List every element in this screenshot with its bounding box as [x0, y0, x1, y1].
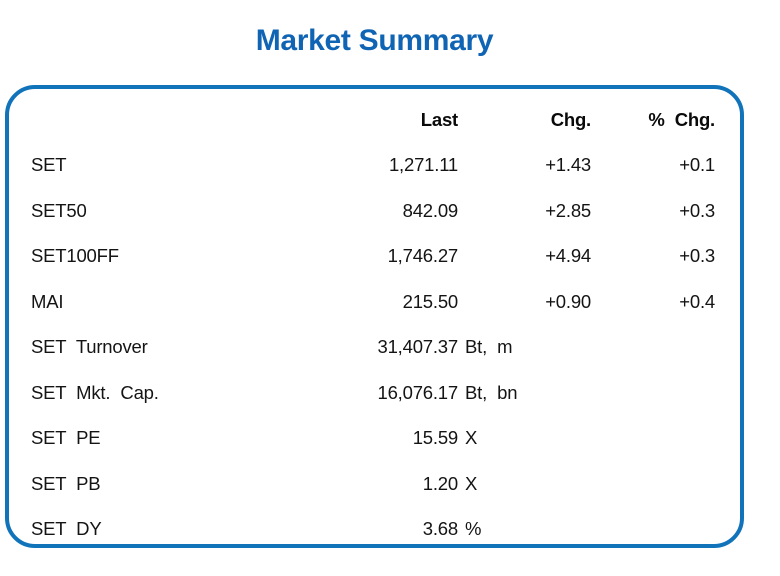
chg-value: +0.90 — [545, 290, 591, 312]
last-value: 15.59 — [412, 427, 458, 449]
table-row: SET PE 15.59 X — [31, 416, 715, 462]
column-header-chg: Chg. — [550, 108, 592, 130]
value-unit: Bt, bn — [465, 381, 518, 403]
pct-chg-value: +0.3 — [679, 245, 715, 267]
table-row: SET PB 1.20 X — [31, 461, 715, 507]
last-value: 1,746.27 — [387, 245, 459, 267]
table-header-row: Last Chg. % Chg. — [31, 97, 715, 143]
row-label: SET — [31, 154, 67, 176]
table-row: SET 1,271.11 +1.43 +0.1 — [31, 143, 715, 189]
table-row: SET50 842.09 +2.85 +0.3 — [31, 188, 715, 234]
last-value: 1.20 — [422, 472, 458, 494]
table-row: SET DY 3.68 % — [31, 507, 715, 553]
last-value: 3.68 — [422, 518, 458, 540]
last-value: 31,407.37 — [377, 336, 458, 358]
column-header-pct-chg: % Chg. — [648, 108, 715, 130]
page-title: Market Summary — [255, 24, 494, 57]
chg-value: +4.94 — [545, 245, 591, 267]
pct-chg-value: +0.4 — [679, 290, 715, 312]
row-label: SET50 — [31, 199, 87, 221]
pct-chg-value: +0.1 — [679, 154, 715, 176]
table-row: SET Turnover 31,407.37 Bt, m — [31, 325, 715, 371]
last-value: 16,076.17 — [377, 381, 458, 403]
row-label: SET DY — [31, 518, 102, 540]
table-row: SET Mkt. Cap. 16,076.17 Bt, bn — [31, 370, 715, 416]
last-value: 215.50 — [402, 290, 459, 312]
last-value: 842.09 — [402, 199, 459, 221]
pct-chg-value: +0.3 — [679, 199, 715, 221]
row-label: MAI — [31, 290, 64, 312]
row-label: SET Mkt. Cap. — [31, 381, 159, 403]
chg-value: +2.85 — [545, 199, 591, 221]
chg-value: +1.43 — [545, 154, 591, 176]
row-label: SET100FF — [31, 245, 119, 267]
value-unit: X — [465, 427, 478, 449]
value-unit: X — [465, 472, 478, 494]
market-summary-card: Last Chg. % Chg. SET 1,271.11 +1.43 +0.1… — [5, 85, 744, 548]
row-label: SET PE — [31, 427, 101, 449]
table-row: SET100FF 1,746.27 +4.94 +0.3 — [31, 234, 715, 280]
value-unit: % — [465, 518, 482, 540]
value-unit: Bt, m — [465, 336, 513, 358]
table-row: MAI 215.50 +0.90 +0.4 — [31, 279, 715, 325]
column-header-last: Last — [420, 108, 458, 130]
last-value: 1,271.11 — [388, 154, 458, 176]
table-body: SET 1,271.11 +1.43 +0.1 SET50 842.09 +2.… — [31, 143, 715, 553]
row-label: SET Turnover — [31, 336, 148, 358]
row-label: SET PB — [31, 472, 101, 494]
